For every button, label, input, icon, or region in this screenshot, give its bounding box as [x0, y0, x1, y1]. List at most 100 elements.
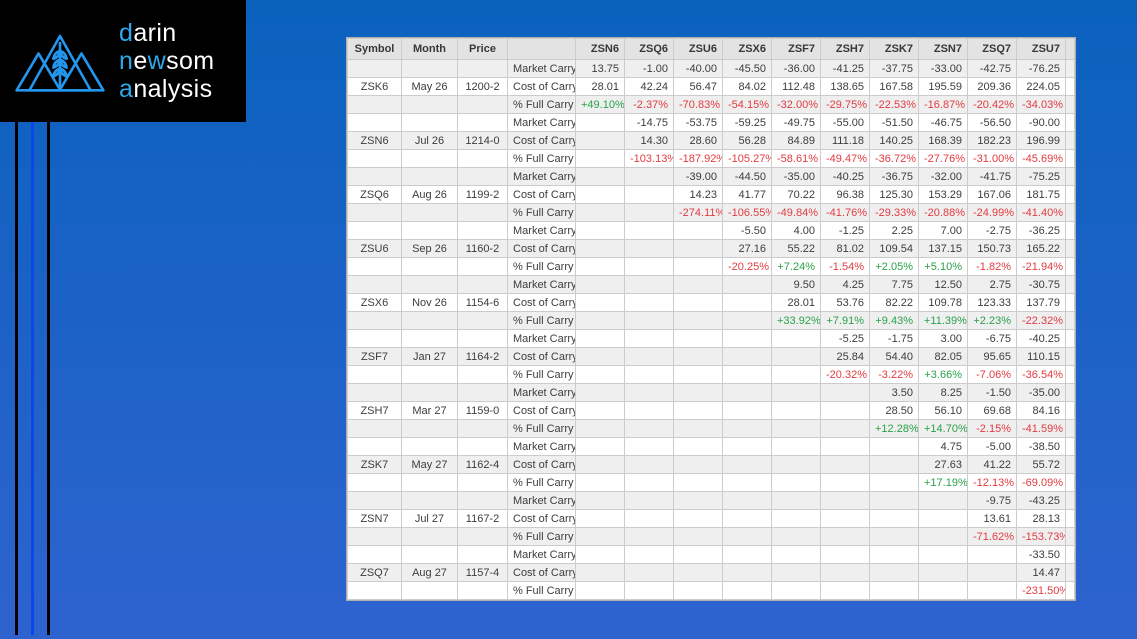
row-zsh7-pct: % Full Carry +12.28% +14.70% -2.15% -41.59% — [347, 419, 1075, 438]
price-cell — [457, 473, 508, 492]
value-cell — [624, 491, 674, 510]
row-zsq7-cost: ZSQ7 Aug 27 1157-4 Cost of Carry 14.47 — [347, 563, 1075, 582]
price-cell: 1214-0 — [457, 131, 508, 150]
row-label: Cost of Carry — [507, 401, 576, 420]
spacer-cell — [1065, 329, 1075, 348]
row-zsf7-pct: % Full Carry -20.32% -3.22% +3.66% -7.06% -36… — [347, 365, 1075, 384]
value-cell — [575, 437, 625, 456]
value-cell: -20.32% — [820, 365, 870, 384]
value-cell: -43.25 — [1016, 491, 1066, 510]
value-cell: 123.33 — [967, 293, 1017, 312]
month-cell — [401, 365, 458, 384]
value-cell: 125.30 — [869, 185, 919, 204]
value-cell: 84.16 — [1016, 401, 1066, 420]
price-cell — [457, 149, 508, 168]
symbol-cell: ZSF7 — [347, 347, 402, 366]
value-cell — [771, 365, 821, 384]
value-cell: -22.32% — [1016, 311, 1066, 330]
symbol-cell: ZSX6 — [347, 293, 402, 312]
value-cell: 28.13 — [1016, 509, 1066, 528]
row-label: Market Carry — [507, 491, 576, 510]
row-label: Cost of Carry — [507, 293, 576, 312]
row-zsk7-pct: % Full Carry +17.19% -12.13% -69.09% — [347, 473, 1075, 492]
value-cell — [722, 365, 772, 384]
row-zsn6-pct: % Full Carry -103.13% -187.92% -105.27% -58.… — [347, 149, 1075, 168]
value-cell — [624, 455, 674, 474]
spacer-cell — [1065, 383, 1075, 402]
symbol-cell — [347, 203, 402, 222]
value-cell: -16.87% — [918, 95, 968, 114]
value-cell — [673, 383, 723, 402]
column-header-zsh7: ZSH7 — [820, 38, 870, 60]
value-cell — [722, 437, 772, 456]
value-cell — [624, 221, 674, 240]
value-cell — [624, 203, 674, 222]
month-cell — [401, 59, 458, 78]
value-cell: -5.50 — [722, 221, 772, 240]
row-label: Cost of Carry — [507, 455, 576, 474]
value-cell — [722, 419, 772, 438]
month-cell — [401, 113, 458, 132]
value-cell: -40.00 — [673, 59, 723, 78]
value-cell: +11.39% — [918, 311, 968, 330]
price-cell — [457, 113, 508, 132]
value-cell — [575, 149, 625, 168]
value-cell: -41.75 — [967, 167, 1017, 186]
value-cell: -274.11% — [673, 203, 723, 222]
value-cell: -1.75 — [869, 329, 919, 348]
value-cell: +17.19% — [918, 473, 968, 492]
month-cell — [401, 473, 458, 492]
value-cell — [673, 473, 723, 492]
value-cell — [624, 581, 674, 600]
row-label: Market Carry — [507, 167, 576, 186]
value-cell — [673, 401, 723, 420]
value-cell: 165.22 — [1016, 239, 1066, 258]
price-cell — [457, 437, 508, 456]
value-cell: 13.61 — [967, 509, 1017, 528]
price-cell — [457, 221, 508, 240]
value-cell — [575, 527, 625, 546]
spacer-cell — [1065, 77, 1075, 96]
value-cell: -30.75 — [1016, 275, 1066, 294]
value-cell: 56.28 — [722, 131, 772, 150]
row-label: Cost of Carry — [507, 509, 576, 528]
value-cell: 8.25 — [918, 383, 968, 402]
value-cell: 111.18 — [820, 131, 870, 150]
value-cell: -38.50 — [1016, 437, 1066, 456]
value-cell — [575, 545, 625, 564]
value-cell — [820, 509, 870, 528]
value-cell — [967, 563, 1017, 582]
value-cell — [624, 437, 674, 456]
spacer-cell — [1065, 95, 1075, 114]
value-cell — [624, 545, 674, 564]
value-cell — [673, 311, 723, 330]
row-zsq7-pct: % Full Carry -231.50% — [347, 581, 1075, 600]
value-cell — [575, 167, 625, 186]
row-zsk7-cost: ZSK7 May 27 1162-4 Cost of Carry 27.63 41.22 5… — [347, 455, 1075, 474]
value-cell: -33.00 — [918, 59, 968, 78]
value-cell: +7.24% — [771, 257, 821, 276]
value-cell — [624, 311, 674, 330]
value-cell — [869, 581, 919, 600]
value-cell: 4.00 — [771, 221, 821, 240]
column-header-empty — [507, 38, 576, 60]
price-cell — [457, 59, 508, 78]
symbol-cell — [347, 419, 402, 438]
row-label: % Full Carry — [507, 203, 576, 222]
value-cell: -44.50 — [722, 167, 772, 186]
value-cell — [869, 509, 919, 528]
value-cell — [722, 563, 772, 582]
value-cell: 25.84 — [820, 347, 870, 366]
value-cell — [820, 401, 870, 420]
value-cell: -39.00 — [673, 167, 723, 186]
value-cell — [575, 455, 625, 474]
value-cell: 54.40 — [869, 347, 919, 366]
value-cell: 14.47 — [1016, 563, 1066, 582]
value-cell: -153.73% — [1016, 527, 1066, 546]
value-cell — [722, 545, 772, 564]
value-cell — [869, 473, 919, 492]
value-cell: 96.38 — [820, 185, 870, 204]
symbol-cell — [347, 59, 402, 78]
value-cell — [869, 527, 919, 546]
value-cell — [771, 563, 821, 582]
